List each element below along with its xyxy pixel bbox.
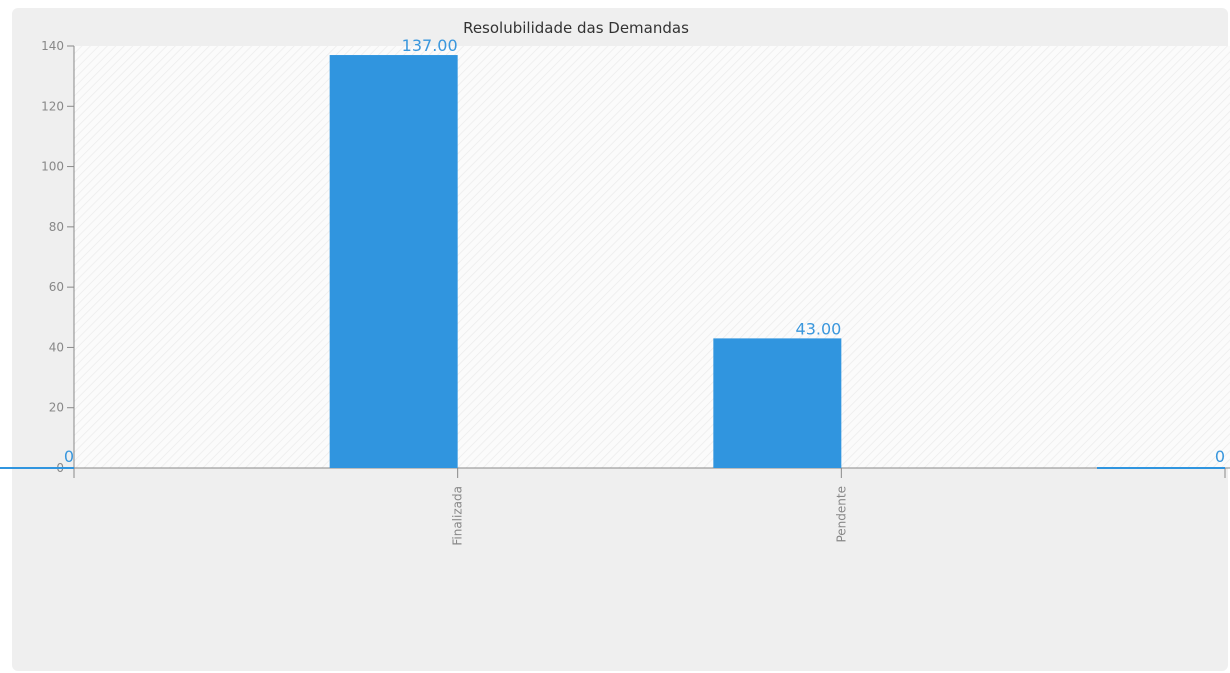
y-tick-label: 60 [49,280,64,294]
y-tick-label: 20 [49,401,64,415]
x-axis: Finalizada Pendente [73,467,1230,546]
y-axis: 0 20 40 60 80 100 120 140 [41,39,75,478]
data-label: 43.00 [796,319,842,338]
bars [0,55,1225,469]
data-label: 137.00 [402,36,458,55]
chart-title: Resolubilidade das Demandas [463,19,689,37]
y-tick-label: 40 [49,340,64,354]
bar-pendente [713,338,842,468]
y-tick-label: 100 [41,160,64,174]
plot-area [74,46,1230,468]
y-tick-label: 120 [41,99,64,113]
data-label: 0 [1215,447,1225,466]
data-label: 0 [64,447,74,466]
y-tick-label: 140 [41,39,64,53]
x-tick-label: Finalizada [451,486,465,546]
y-tick-label: 80 [49,220,64,234]
data-labels: 0 137.00 43.00 0 [64,36,1225,466]
bar-finalizada [329,55,458,469]
x-tick-label: Pendente [834,486,848,543]
